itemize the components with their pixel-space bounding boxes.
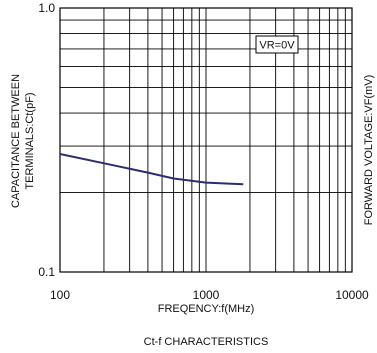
y-tick-label: 0.1 bbox=[38, 265, 55, 279]
x-tick-label: 1000 bbox=[193, 288, 220, 302]
y-tick-label: 1.0 bbox=[38, 1, 55, 15]
series-line bbox=[59, 153, 244, 186]
right-axis-label: FORWARD VOLTAGE:VF(mV) bbox=[363, 75, 375, 226]
legend-box bbox=[255, 35, 299, 54]
legend-label: VR=0V bbox=[259, 40, 295, 52]
x-tick-labels: 100 1000 10000 bbox=[50, 288, 369, 302]
legend: VR=0V bbox=[255, 35, 299, 54]
grid bbox=[60, 8, 352, 272]
y-axis-label: CAPACITANCE BETWEEN TERMINALS:Ct(pF) bbox=[10, 74, 36, 208]
x-tick-label: 100 bbox=[50, 288, 70, 302]
plot-frame bbox=[59, 7, 353, 273]
y-axis-label-line-2: TERMINALS:Ct(pF) bbox=[24, 92, 36, 189]
chart-title: Ct-f CHARACTERISTICS bbox=[144, 336, 269, 348]
series-layer bbox=[59, 153, 244, 186]
y-tick-labels: 1.0 0.1 bbox=[38, 1, 55, 279]
x-axis-label: FREQENCY:f(MHz) bbox=[158, 303, 255, 315]
y-axis-label-line-1: CAPACITANCE BETWEEN bbox=[10, 74, 22, 208]
x-tick-label: 10000 bbox=[335, 288, 369, 302]
